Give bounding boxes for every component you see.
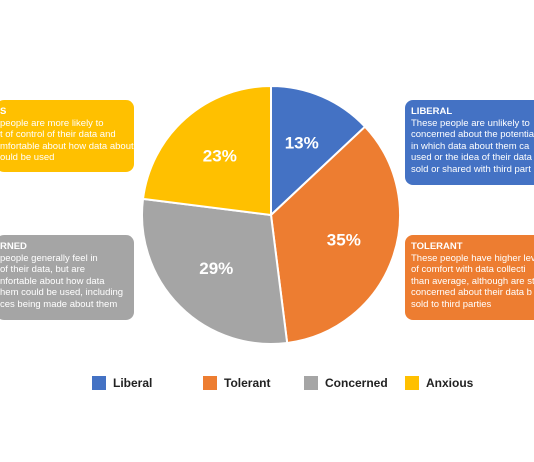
slice-label: 23% bbox=[203, 146, 237, 165]
annotation-line: concerned about their data b bbox=[411, 287, 532, 298]
annotation-line: than average, although are st bbox=[411, 275, 534, 287]
annotation-box: LIBERAL These people are unlikely to conce… bbox=[405, 100, 534, 185]
annotation-line: nfortable about how data bbox=[0, 275, 105, 287]
annotation-line: These people have higher lev bbox=[411, 252, 534, 264]
pie-slice bbox=[270, 84, 367, 218]
legend-swatch bbox=[203, 376, 217, 390]
annotation-heading: S bbox=[0, 106, 7, 117]
annotation-line: of their data, but are bbox=[0, 264, 86, 275]
annotation-line: hem could be used, including bbox=[0, 287, 124, 298]
annotation-heading: RNED bbox=[0, 241, 27, 252]
annotation-line: concerned about the potentia bbox=[411, 129, 534, 140]
annotation-line: of comfort with data collecti bbox=[411, 264, 526, 275]
annotation-line: ould be used bbox=[0, 152, 55, 163]
annotation-line: in which data about them ca bbox=[411, 140, 530, 152]
legend-label: Liberal bbox=[113, 376, 152, 390]
legend-label: Concerned bbox=[325, 376, 388, 390]
annotation-line: t of control of their data and bbox=[0, 129, 116, 140]
slice-label: 13% bbox=[285, 133, 319, 152]
legend-label: Tolerant bbox=[224, 376, 270, 390]
annotation-line: people generally feel in bbox=[0, 252, 98, 264]
pie-slice bbox=[141, 197, 289, 345]
annotation-box: TOLERANT These people have higher lev of c… bbox=[405, 235, 534, 320]
legend-swatch bbox=[304, 376, 318, 390]
annotation-line: sold or shared with third part bbox=[411, 163, 531, 175]
annotation-heading: TOLERANT bbox=[411, 241, 463, 252]
annotation-line: sold to third parties bbox=[411, 298, 492, 310]
annotation-line: people are more likely to bbox=[0, 117, 104, 129]
pie-slice bbox=[141, 84, 272, 217]
legend-swatch bbox=[92, 376, 106, 390]
annotation-line: ces being made about them bbox=[0, 298, 118, 310]
pie-slice bbox=[269, 125, 401, 345]
annotation-heading: LIBERAL bbox=[411, 106, 453, 117]
legend-label: Anxious bbox=[426, 376, 474, 390]
annotation-line: used or the idea of their data bbox=[411, 152, 532, 163]
annotation-line: mfortable about how data about bbox=[0, 140, 134, 152]
legend-swatch bbox=[405, 376, 419, 390]
annotation-box: RNED people generally feel in of their dat… bbox=[0, 235, 134, 320]
slice-label: 29% bbox=[199, 259, 233, 278]
annotation-line: These people are unlikely to bbox=[411, 117, 530, 129]
slice-label: 35% bbox=[327, 231, 361, 250]
